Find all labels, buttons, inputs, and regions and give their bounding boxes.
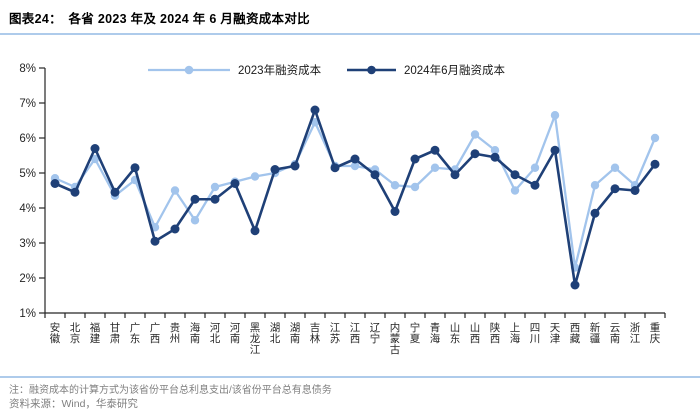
footer-divider: [0, 376, 700, 378]
data-point-202406: [210, 194, 220, 204]
x-axis-label: 河北: [210, 322, 221, 345]
data-point-2023: [650, 133, 660, 143]
x-axis-label: 重庆: [650, 321, 661, 345]
legend-label-2023: 2023年融资成本: [238, 63, 322, 77]
x-axis-label: 贵州: [170, 321, 181, 345]
data-point-2023: [490, 146, 500, 155]
x-axis-label: 广西: [150, 322, 161, 345]
y-axis-label: 7%: [19, 98, 36, 110]
y-axis-label: 4%: [19, 203, 36, 215]
x-axis-label: 新疆: [590, 321, 601, 345]
data-point-202406: [130, 163, 140, 173]
data-point-202406: [350, 154, 360, 164]
data-point-202406: [590, 208, 600, 218]
data-point-202406: [250, 226, 260, 236]
data-point-202406: [410, 154, 420, 164]
x-axis-label: 内蒙古: [390, 321, 401, 356]
data-point-202406: [110, 187, 120, 197]
data-point-2023: [590, 181, 600, 190]
data-point-2023: [430, 163, 440, 172]
legend-marker-202406: [367, 65, 376, 75]
data-point-202406: [610, 184, 620, 194]
data-point-2023: [410, 182, 420, 192]
x-axis-label: 广东: [130, 322, 141, 345]
y-axis-label: 1%: [19, 308, 36, 320]
x-axis-label: 北京: [70, 322, 81, 345]
x-axis-label: 西藏: [570, 322, 581, 345]
data-point-2023: [190, 216, 200, 225]
data-point-202406: [290, 161, 300, 171]
data-point-202406: [650, 159, 660, 169]
data-point-2023: [250, 172, 260, 181]
data-point-202406: [550, 145, 560, 155]
line-chart: 1%2%3%4%5%6%7%8%安徽北京福建甘肃广东广西贵州海南河北河南黑龙江湖…: [19, 63, 666, 356]
x-axis-label: 云南: [610, 322, 621, 345]
data-point-202406: [270, 165, 280, 174]
data-point-2023: [530, 163, 540, 172]
x-axis-label: 辽宁: [370, 322, 381, 345]
y-axis-label: 2%: [19, 273, 36, 285]
data-point-2023: [470, 130, 480, 139]
x-axis-label: 上海: [510, 322, 521, 345]
x-axis-label: 甘肃: [110, 321, 121, 345]
data-point-202406: [490, 152, 500, 162]
x-axis-label: 山东: [450, 322, 461, 345]
x-axis-label: 江苏: [330, 322, 341, 345]
x-axis-label: 陕西: [490, 321, 501, 345]
y-axis-label: 3%: [19, 238, 36, 250]
data-point-2023: [210, 182, 220, 192]
x-axis-label: 湖北: [270, 322, 281, 345]
x-axis-label: 吉林: [310, 322, 321, 345]
data-point-202406: [90, 144, 100, 153]
data-point-202406: [50, 179, 60, 188]
data-point-202406: [190, 194, 200, 204]
x-axis-label: 青海: [430, 321, 441, 345]
source-note: 资料来源：Wind，华泰研究: [9, 398, 138, 410]
x-axis-label: 四川: [530, 322, 541, 345]
x-axis-label: 天津: [550, 322, 561, 345]
x-axis-label: 黑龙江: [250, 322, 261, 356]
series-line-2023: [54, 114, 657, 269]
x-axis-label: 浙江: [630, 322, 641, 345]
footnote: 注：融资成本的计算方式为该省份平台总利息支出/该省份平台总有息债务: [9, 385, 332, 396]
x-axis-label: 山西: [470, 322, 481, 345]
data-point-202406: [570, 280, 580, 290]
x-axis-label: 河南: [230, 322, 241, 345]
x-axis-label: 湖南: [290, 322, 301, 345]
data-point-2023: [90, 154, 100, 164]
y-axis-label: 8%: [19, 63, 36, 75]
data-point-2023: [550, 111, 560, 120]
data-point-2023: [510, 186, 520, 195]
data-point-202406: [370, 170, 380, 180]
data-point-202406: [150, 236, 160, 246]
data-point-202406: [630, 186, 640, 195]
data-point-2023: [170, 186, 180, 195]
data-point-202406: [310, 105, 320, 115]
data-point-2023: [350, 161, 360, 171]
legend-label-202406: 2024年6月融资成本: [404, 63, 505, 77]
data-point-202406: [450, 170, 460, 180]
data-point-202406: [330, 163, 340, 173]
data-point-2023: [390, 181, 400, 190]
data-point-202406: [530, 180, 540, 190]
x-axis-label: 安徽: [50, 321, 61, 345]
y-axis-label: 5%: [19, 168, 36, 180]
x-axis-label: 宁夏: [410, 321, 421, 345]
data-point-202406: [70, 187, 80, 197]
y-axis-label: 6%: [19, 133, 36, 145]
x-axis-label: 江西: [350, 322, 361, 345]
x-axis-label: 福建: [90, 321, 101, 345]
chart-title: 图表24： 各省 2023 年及 2024 年 6 月融资成本对比: [9, 12, 310, 26]
data-point-202406: [470, 149, 480, 159]
data-point-202406: [170, 224, 180, 234]
data-point-202406: [510, 170, 520, 180]
legend-marker-2023: [184, 65, 194, 75]
data-point-202406: [230, 179, 240, 188]
x-axis-label: 海南: [190, 321, 201, 345]
data-point-2023: [610, 163, 620, 172]
title-divider: [0, 33, 700, 35]
data-point-202406: [430, 145, 440, 155]
data-point-2023: [310, 118, 320, 127]
data-point-202406: [390, 207, 400, 216]
